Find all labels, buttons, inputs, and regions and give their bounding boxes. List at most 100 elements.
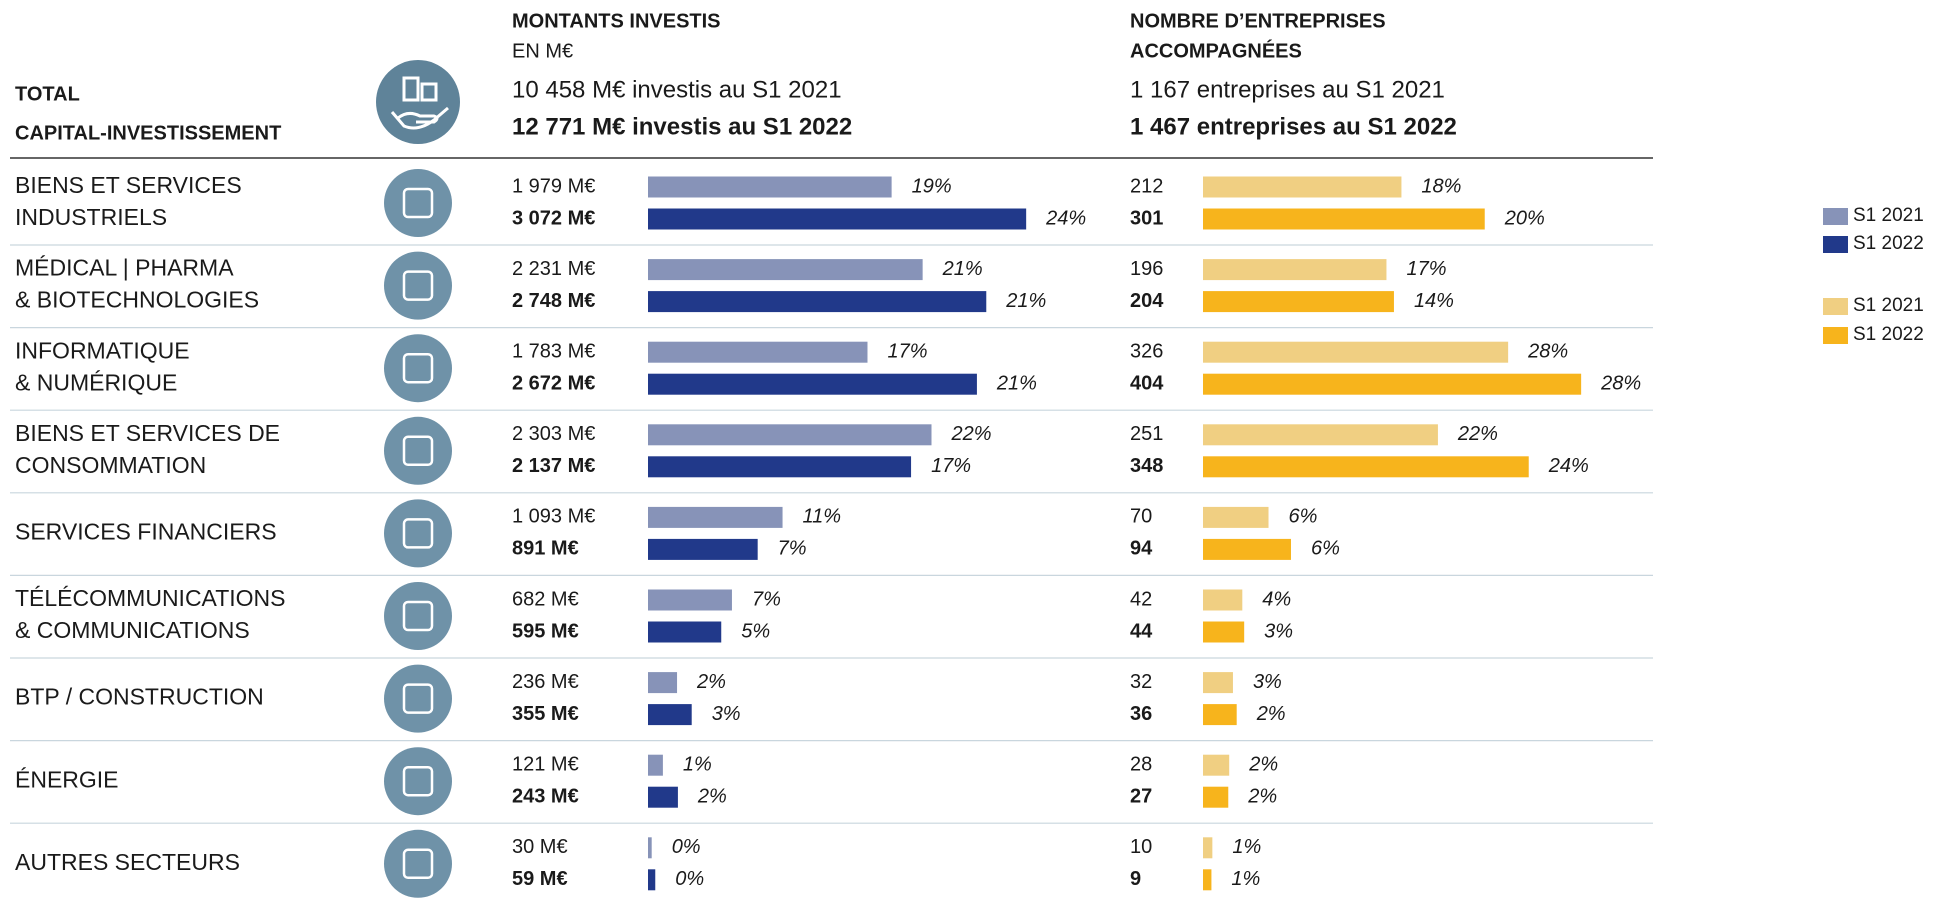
value-label: 891 M€: [512, 538, 579, 560]
total-icon-glyph: [420, 82, 438, 102]
bar: [1203, 208, 1485, 230]
bar: [1203, 538, 1291, 560]
value-label: 32: [1130, 671, 1152, 693]
share-label: 6%: [1289, 506, 1318, 528]
sector-label: CONSOMMATION: [15, 452, 206, 478]
value-label: 44: [1130, 620, 1153, 642]
share-label: 3%: [712, 703, 741, 725]
bar: [648, 176, 892, 198]
bar: [648, 672, 678, 694]
bar: [1203, 341, 1509, 363]
bar: [648, 869, 656, 891]
bar: [1203, 456, 1529, 478]
bar: [1203, 176, 1402, 198]
total-icon-glyph: [390, 106, 449, 130]
sector-icon: [384, 829, 452, 898]
share-label: 2%: [1247, 785, 1277, 807]
value-label: 326: [1130, 340, 1163, 362]
value-label: 36: [1130, 703, 1152, 725]
sector-icon: [384, 582, 452, 650]
bar: [648, 208, 1027, 230]
companies-summary: 1 167 entreprises au S1 2021: [1130, 76, 1445, 103]
sector-label: BIENS ET SERVICES DE: [15, 420, 280, 446]
sector-label: TÉLÉCOMMUNICATIONS: [15, 585, 285, 611]
value-label: 27: [1130, 785, 1152, 807]
sector-icon-glyph: [402, 765, 434, 797]
share-label: 17%: [1406, 258, 1446, 280]
sector-label: BIENS ET SERVICES: [15, 172, 242, 198]
share-label: 21%: [996, 372, 1037, 394]
value-label: 121 M€: [512, 753, 579, 775]
bar: [1203, 754, 1230, 776]
sector-icon: [384, 334, 452, 403]
share-label: 21%: [942, 258, 983, 280]
sector-label: INFORMATIQUE: [15, 337, 190, 363]
companies-summary: 1 467 entreprises au S1 2022: [1130, 113, 1457, 140]
sector-icon: [384, 747, 452, 816]
bar: [1203, 786, 1229, 808]
share-label: 1%: [1232, 836, 1261, 858]
legend-label: S1 2021: [1853, 295, 1924, 316]
value-label: 30 M€: [512, 836, 568, 858]
share-label: 28%: [1527, 340, 1568, 362]
amounts-unit: EN M€: [512, 40, 573, 62]
bar: [648, 754, 663, 776]
value-label: 1 979 M€: [512, 175, 595, 197]
bar: [1203, 837, 1213, 859]
companies-title: ACCOMPAGNÉES: [1130, 39, 1302, 62]
value-label: 682 M€: [512, 588, 579, 610]
value-label: 2 748 M€: [512, 290, 595, 312]
value-label: 59 M€: [512, 868, 568, 890]
sector-icon-glyph: [402, 518, 434, 549]
bar: [648, 538, 758, 560]
share-label: 21%: [1005, 290, 1046, 312]
bar: [1203, 704, 1237, 726]
value-label: 301: [1130, 207, 1163, 229]
share-label: 3%: [1264, 620, 1293, 642]
share-label: 24%: [1548, 455, 1589, 477]
sector-icon: [384, 416, 452, 485]
value-label: 2 137 M€: [512, 455, 595, 477]
total-icon-glyph: [402, 76, 420, 102]
sector-icon-glyph: [402, 187, 434, 219]
bar: [648, 259, 923, 281]
value-label: 355 M€: [512, 703, 579, 725]
companies-title: NOMBRE D’ENTREPRISES: [1130, 10, 1386, 32]
share-label: 22%: [950, 423, 991, 445]
sector-icon: [384, 664, 452, 733]
legend-swatch: [1823, 298, 1848, 315]
value-label: 2 303 M€: [512, 423, 595, 445]
sector-icon-glyph: [402, 435, 434, 467]
legend-swatch: [1823, 327, 1848, 344]
sector-label: & COMMUNICATIONS: [15, 617, 250, 643]
sector-label: SERVICES FINANCIERS: [15, 518, 277, 544]
value-label: 3 072 M€: [512, 207, 595, 229]
legend-swatch: [1823, 208, 1848, 225]
bar: [1203, 672, 1233, 694]
value-label: 251: [1130, 423, 1163, 445]
share-label: 7%: [778, 538, 807, 560]
sector-icon: [384, 499, 452, 568]
bar: [648, 837, 652, 859]
sector-label: AUTRES SECTEURS: [15, 849, 240, 875]
legend-label: S1 2022: [1853, 324, 1924, 345]
bar: [1203, 869, 1212, 891]
share-label: 14%: [1414, 290, 1454, 312]
sector-label: ÉNERGIE: [15, 766, 119, 792]
bar: [1203, 621, 1245, 643]
share-label: 2%: [1248, 753, 1278, 775]
sector-icon-glyph: [402, 270, 434, 301]
total-title: CAPITAL-INVESTISSEMENT: [15, 122, 281, 144]
share-label: 0%: [672, 836, 701, 858]
share-label: 28%: [1600, 372, 1641, 394]
value-label: 28: [1130, 753, 1152, 775]
sector-label: & NUMÉRIQUE: [15, 369, 177, 395]
bar: [648, 373, 977, 395]
share-label: 3%: [1253, 671, 1282, 693]
share-label: 0%: [675, 868, 704, 890]
sector-label: INDUSTRIELS: [15, 204, 167, 230]
legend-label: S1 2021: [1853, 205, 1924, 226]
sector-icon: [384, 251, 452, 320]
sector-icon-glyph: [402, 848, 434, 880]
bar: [1203, 589, 1243, 611]
